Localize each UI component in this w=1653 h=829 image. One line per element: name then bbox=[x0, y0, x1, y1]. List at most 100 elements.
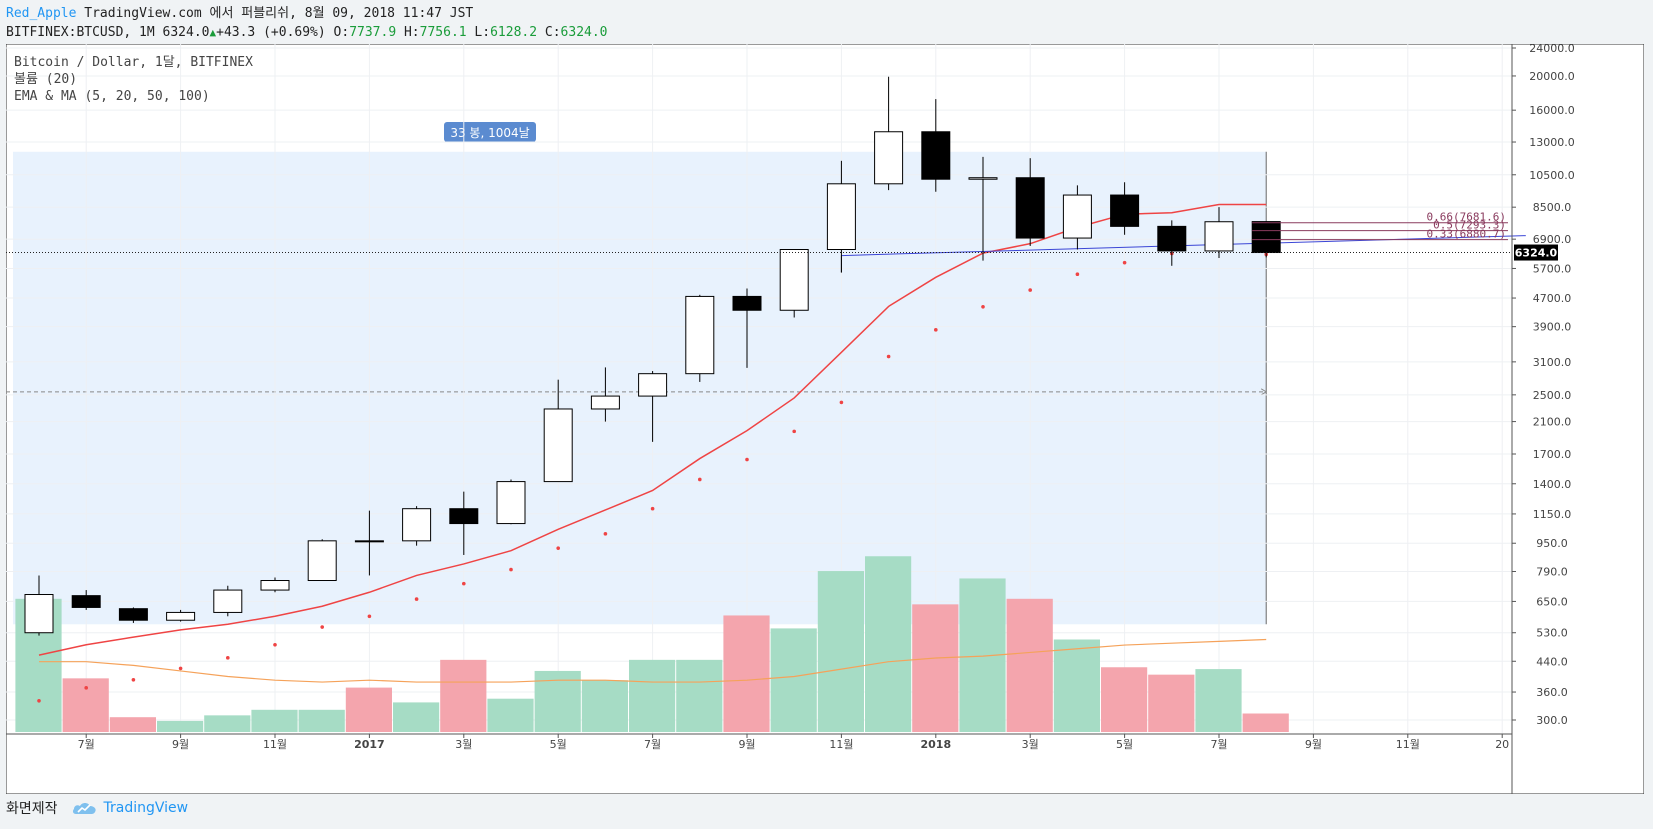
ema-line bbox=[38, 203, 1267, 656]
ohlc-line: BITFINEX:BTCUSD, 1M 6324.0▲+43.3 (+0.69%… bbox=[6, 23, 608, 42]
time-tick-label: 11월 bbox=[263, 738, 287, 751]
candle-body bbox=[496, 481, 526, 525]
last-price-label: 6324.0 bbox=[1515, 247, 1558, 260]
time-tick-label: 2017 bbox=[354, 738, 385, 751]
price-tick-label: 13000.0 bbox=[1529, 136, 1575, 149]
ma-dot bbox=[603, 532, 608, 536]
ma-dot bbox=[556, 546, 560, 550]
candle-body bbox=[1015, 177, 1045, 239]
ma-dot bbox=[462, 581, 466, 586]
candle-body bbox=[1110, 194, 1140, 227]
high-value: 7756.1 bbox=[419, 25, 467, 40]
price-tick-label: 440.0 bbox=[1536, 655, 1568, 668]
time-tick-label: 11월 bbox=[829, 738, 853, 751]
tradingview-logo-icon[interactable] bbox=[72, 800, 98, 816]
candles bbox=[24, 76, 1281, 636]
symbol-info: BITFINEX:BTCUSD, 1M 6324.0 bbox=[6, 25, 210, 40]
volume-bar bbox=[1242, 713, 1289, 732]
ma-dot bbox=[1028, 288, 1032, 292]
up-arrow-icon: ▲ bbox=[209, 26, 217, 39]
volume-bar bbox=[204, 715, 251, 732]
footer: 화면제작 TradingView bbox=[6, 798, 188, 818]
candle-body bbox=[968, 177, 998, 180]
volume-bar bbox=[109, 717, 156, 732]
candle-body bbox=[1157, 225, 1187, 252]
price-tick-label: 5700.0 bbox=[1533, 262, 1572, 275]
fib-label: 0.5(7293.3) bbox=[1433, 219, 1506, 232]
high-label: H: bbox=[396, 25, 420, 40]
candle-body bbox=[874, 131, 904, 185]
candle-body bbox=[1062, 194, 1092, 239]
volume-bar bbox=[865, 556, 912, 732]
open-label: O: bbox=[325, 25, 350, 40]
ma-dot bbox=[745, 457, 749, 462]
time-tick-label: 11월 bbox=[1396, 738, 1420, 751]
ma-dot bbox=[131, 677, 136, 682]
price-tick-label: 530.0 bbox=[1536, 627, 1568, 640]
legend-volume: 볼륨 (20) bbox=[14, 72, 78, 87]
candle-body bbox=[307, 540, 337, 582]
close-label: C: bbox=[537, 25, 561, 40]
legend-ema: EMA & MA (5, 20, 50, 100) bbox=[14, 89, 210, 104]
time-tick-label: 3월 bbox=[1022, 738, 1039, 751]
volume-bar bbox=[912, 604, 959, 732]
publish-info: TradingView.com 에서 퍼블리쉬, 8월 09, 2018 11:… bbox=[76, 6, 474, 21]
time-axis[interactable]: 7월 9월 11월 2017 3월 5월 7월 9월 11월 2018 3월 5월 7월 9월 11월 20 bbox=[6, 733, 1512, 751]
volume-bar bbox=[723, 615, 770, 732]
ma-dot bbox=[414, 597, 419, 601]
ma-dot bbox=[886, 354, 891, 359]
candle-body bbox=[71, 595, 101, 608]
ma-dot bbox=[981, 304, 985, 309]
price-tick-label: 650.0 bbox=[1536, 595, 1568, 608]
footer-prefix: 화면제작 bbox=[6, 801, 58, 817]
ma-dot bbox=[650, 506, 655, 511]
price-tick-label: 8500.0 bbox=[1533, 201, 1572, 214]
author-link[interactable]: Red_Apple bbox=[6, 6, 77, 21]
time-tick-label: 3월 bbox=[455, 738, 472, 751]
time-tick-label: 5월 bbox=[550, 738, 567, 751]
time-tick-label: 9월 bbox=[1305, 738, 1322, 751]
price-tick-label: 24000.0 bbox=[1529, 44, 1575, 55]
price-tick-label: 360.0 bbox=[1536, 686, 1568, 699]
ma-dot bbox=[226, 656, 230, 660]
price-tick-label: 790.0 bbox=[1536, 566, 1568, 579]
candle-body bbox=[638, 373, 668, 397]
price-tick-label: 3100.0 bbox=[1533, 356, 1572, 369]
range-arrow-icon bbox=[1260, 388, 1268, 396]
price-tick-label: 1700.0 bbox=[1533, 448, 1572, 461]
volume-bar bbox=[345, 687, 392, 732]
volume-bar bbox=[440, 659, 487, 732]
ma-dot bbox=[792, 429, 796, 434]
chart-area[interactable]: 33 봉, 1004날 0.66(7681.6)0.5(7293.3)0.33(… bbox=[6, 44, 1644, 794]
ma-dot bbox=[37, 699, 41, 703]
volume-bar bbox=[1195, 669, 1242, 732]
candle-body bbox=[779, 249, 809, 311]
price-axis[interactable]: 300.0 360.0 440.0 530.0 650.0 790.0 950.0 1150.… bbox=[1511, 44, 1575, 794]
candle-body bbox=[732, 295, 762, 311]
ma-dot bbox=[1122, 260, 1127, 265]
footer-brand-link[interactable]: TradingView bbox=[103, 800, 189, 816]
price-change: +43.3 (+0.69%) bbox=[216, 25, 326, 40]
candle-body bbox=[166, 611, 196, 621]
range-label-box bbox=[444, 122, 536, 142]
time-tick-label: 5월 bbox=[1116, 738, 1133, 751]
price-tick-label: 20000.0 bbox=[1529, 70, 1575, 83]
time-tick-label: 20 bbox=[1495, 738, 1509, 751]
low-value: 6128.2 bbox=[490, 25, 538, 40]
volume-bar bbox=[1053, 639, 1100, 732]
volume-bar bbox=[629, 659, 676, 732]
time-tick-label: 2018 bbox=[920, 738, 951, 751]
ma-dot bbox=[839, 400, 844, 405]
candle-body bbox=[685, 295, 715, 375]
price-tick-label: 2500.0 bbox=[1533, 389, 1572, 402]
volume-bar bbox=[487, 698, 534, 732]
chart-header: Red_Apple TradingView.com 에서 퍼블리쉬, 8월 09… bbox=[6, 4, 608, 42]
candle-body bbox=[1204, 221, 1234, 252]
volume-bar bbox=[1148, 674, 1195, 732]
drawing-overlay[interactable]: 0.66(7681.6)0.5(7293.3)0.33(6880.7) bbox=[6, 211, 1512, 254]
price-tick-label: 300.0 bbox=[1536, 714, 1568, 727]
ma-dot bbox=[698, 477, 702, 482]
fib-label: 0.66(7681.6) bbox=[1427, 211, 1506, 224]
candle-body bbox=[1251, 221, 1281, 254]
candle-body bbox=[213, 589, 243, 613]
